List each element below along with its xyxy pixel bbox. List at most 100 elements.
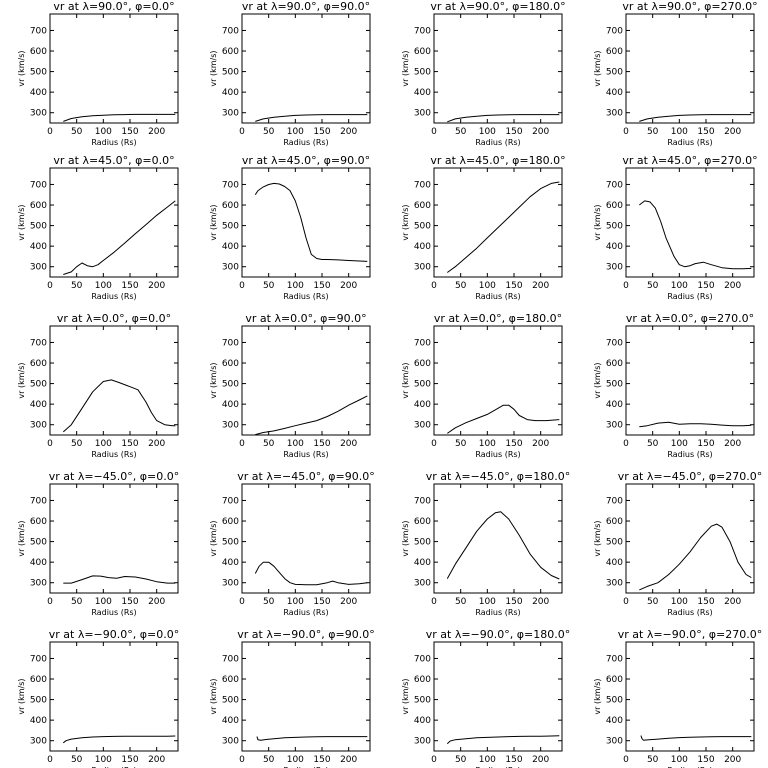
y-axis-label: vr (km/s) — [401, 362, 410, 398]
y-tick-label: 400 — [222, 400, 239, 410]
x-axis-label: Radius (Rs) — [283, 138, 328, 147]
y-tick-label: 500 — [606, 222, 623, 232]
y-tick-label: 600 — [30, 517, 47, 527]
y-tick-label: 300 — [606, 737, 623, 747]
y-tick-label: 500 — [414, 696, 431, 706]
y-tick-label: 600 — [414, 47, 431, 57]
x-tick-label: 150 — [697, 439, 714, 449]
x-tick-label: 0 — [239, 127, 245, 137]
x-tick-label: 50 — [263, 127, 275, 137]
y-axis-label: vr (km/s) — [593, 520, 602, 556]
x-tick-label: 0 — [431, 281, 437, 291]
y-tick-label: 300 — [606, 109, 623, 119]
y-tick-label: 300 — [414, 737, 431, 747]
x-tick-label: 50 — [455, 597, 467, 607]
x-tick-label: 150 — [121, 127, 138, 137]
y-tick-label: 500 — [606, 68, 623, 78]
plot-frame — [241, 325, 371, 436]
x-axis-label: Radius (Rs) — [667, 138, 712, 147]
y-tick-label: 600 — [606, 47, 623, 57]
y-tick-label: 600 — [414, 201, 431, 211]
y-tick-label: 600 — [606, 359, 623, 369]
series-line — [446, 735, 560, 745]
x-tick-label: 200 — [148, 439, 165, 449]
x-tick-label: 100 — [479, 127, 496, 137]
chart-panel-20: vr at λ=−90.0°, φ=270.0° 0 50 100 150 200 300 4… — [593, 628, 762, 768]
plot-frame — [625, 325, 755, 436]
x-tick-label: 200 — [148, 755, 165, 765]
x-tick-label: 200 — [532, 755, 549, 765]
y-tick-label: 400 — [414, 242, 431, 252]
x-tick-label: 50 — [647, 439, 659, 449]
y-tick-label: 700 — [606, 496, 623, 506]
x-tick-label: 0 — [239, 755, 245, 765]
y-tick-label: 500 — [606, 538, 623, 548]
y-tick-label: 600 — [222, 517, 239, 527]
x-tick-label: 100 — [479, 439, 496, 449]
x-tick-label: 0 — [431, 127, 437, 137]
y-tick-label: 500 — [414, 380, 431, 390]
series-line — [254, 182, 368, 262]
plot-frame — [625, 167, 755, 278]
x-tick-label: 50 — [455, 439, 467, 449]
x-tick-label: 150 — [313, 281, 330, 291]
y-tick-label: 400 — [30, 400, 47, 410]
y-tick-label: 600 — [30, 359, 47, 369]
y-axis-label: vr (km/s) — [593, 204, 602, 240]
y-tick-label: 600 — [606, 201, 623, 211]
x-tick-label: 0 — [623, 597, 629, 607]
x-tick-label: 150 — [505, 597, 522, 607]
chart-title: vr at λ=0.0°, φ=0.0° — [57, 312, 171, 325]
y-tick-label: 500 — [30, 222, 47, 232]
plot-frame — [625, 641, 755, 752]
x-tick-label: 150 — [121, 439, 138, 449]
y-tick-label: 600 — [222, 675, 239, 685]
x-tick-label: 100 — [287, 439, 304, 449]
y-tick-label: 600 — [414, 517, 431, 527]
series-line — [639, 523, 752, 591]
y-tick-label: 700 — [30, 26, 47, 36]
y-axis-label: vr (km/s) — [401, 50, 410, 86]
x-tick-label: 50 — [71, 439, 83, 449]
y-axis-label: vr (km/s) — [209, 520, 218, 556]
x-tick-label: 0 — [431, 597, 437, 607]
y-axis-label: vr (km/s) — [209, 50, 218, 86]
y-tick-label: 300 — [222, 109, 239, 119]
y-tick-label: 400 — [222, 242, 239, 252]
x-tick-label: 200 — [340, 439, 357, 449]
y-tick-label: 400 — [414, 88, 431, 98]
x-tick-label: 50 — [455, 281, 467, 291]
x-tick-label: 150 — [697, 127, 714, 137]
chart-title: vr at λ=−45.0°, φ=90.0° — [237, 470, 374, 483]
y-tick-label: 400 — [30, 558, 47, 568]
chart-panel-14: vr at λ=−45.0°, φ=90.0° 0 50 100 150 200 300 40… — [209, 470, 375, 617]
y-tick-label: 300 — [30, 421, 47, 431]
chart-panel-16: vr at λ=−45.0°, φ=270.0° 0 50 100 150 200 300 4… — [593, 470, 762, 617]
chart-title: vr at λ=0.0°, φ=180.0° — [434, 312, 562, 325]
x-tick-label: 0 — [623, 439, 629, 449]
x-tick-label: 150 — [313, 127, 330, 137]
x-tick-label: 150 — [505, 281, 522, 291]
x-axis-label: Radius (Rs) — [91, 450, 136, 459]
y-tick-label: 700 — [414, 180, 431, 190]
chart-title: vr at λ=−90.0°, φ=90.0° — [237, 628, 374, 641]
y-tick-label: 500 — [222, 380, 239, 390]
y-tick-label: 400 — [30, 716, 47, 726]
y-tick-label: 600 — [222, 47, 239, 57]
plot-frame — [433, 325, 563, 436]
y-tick-label: 300 — [606, 421, 623, 431]
x-axis-label: Radius (Rs) — [283, 766, 328, 768]
x-tick-label: 50 — [71, 127, 83, 137]
x-tick-label: 0 — [431, 755, 437, 765]
y-tick-label: 700 — [222, 180, 239, 190]
x-tick-label: 150 — [505, 755, 522, 765]
plot-frame — [49, 13, 179, 124]
y-tick-label: 700 — [222, 654, 239, 664]
plot-frame — [49, 167, 179, 278]
y-axis-label: vr (km/s) — [17, 362, 26, 398]
x-tick-label: 50 — [71, 755, 83, 765]
y-tick-label: 400 — [414, 400, 431, 410]
y-axis-label: vr (km/s) — [17, 520, 26, 556]
